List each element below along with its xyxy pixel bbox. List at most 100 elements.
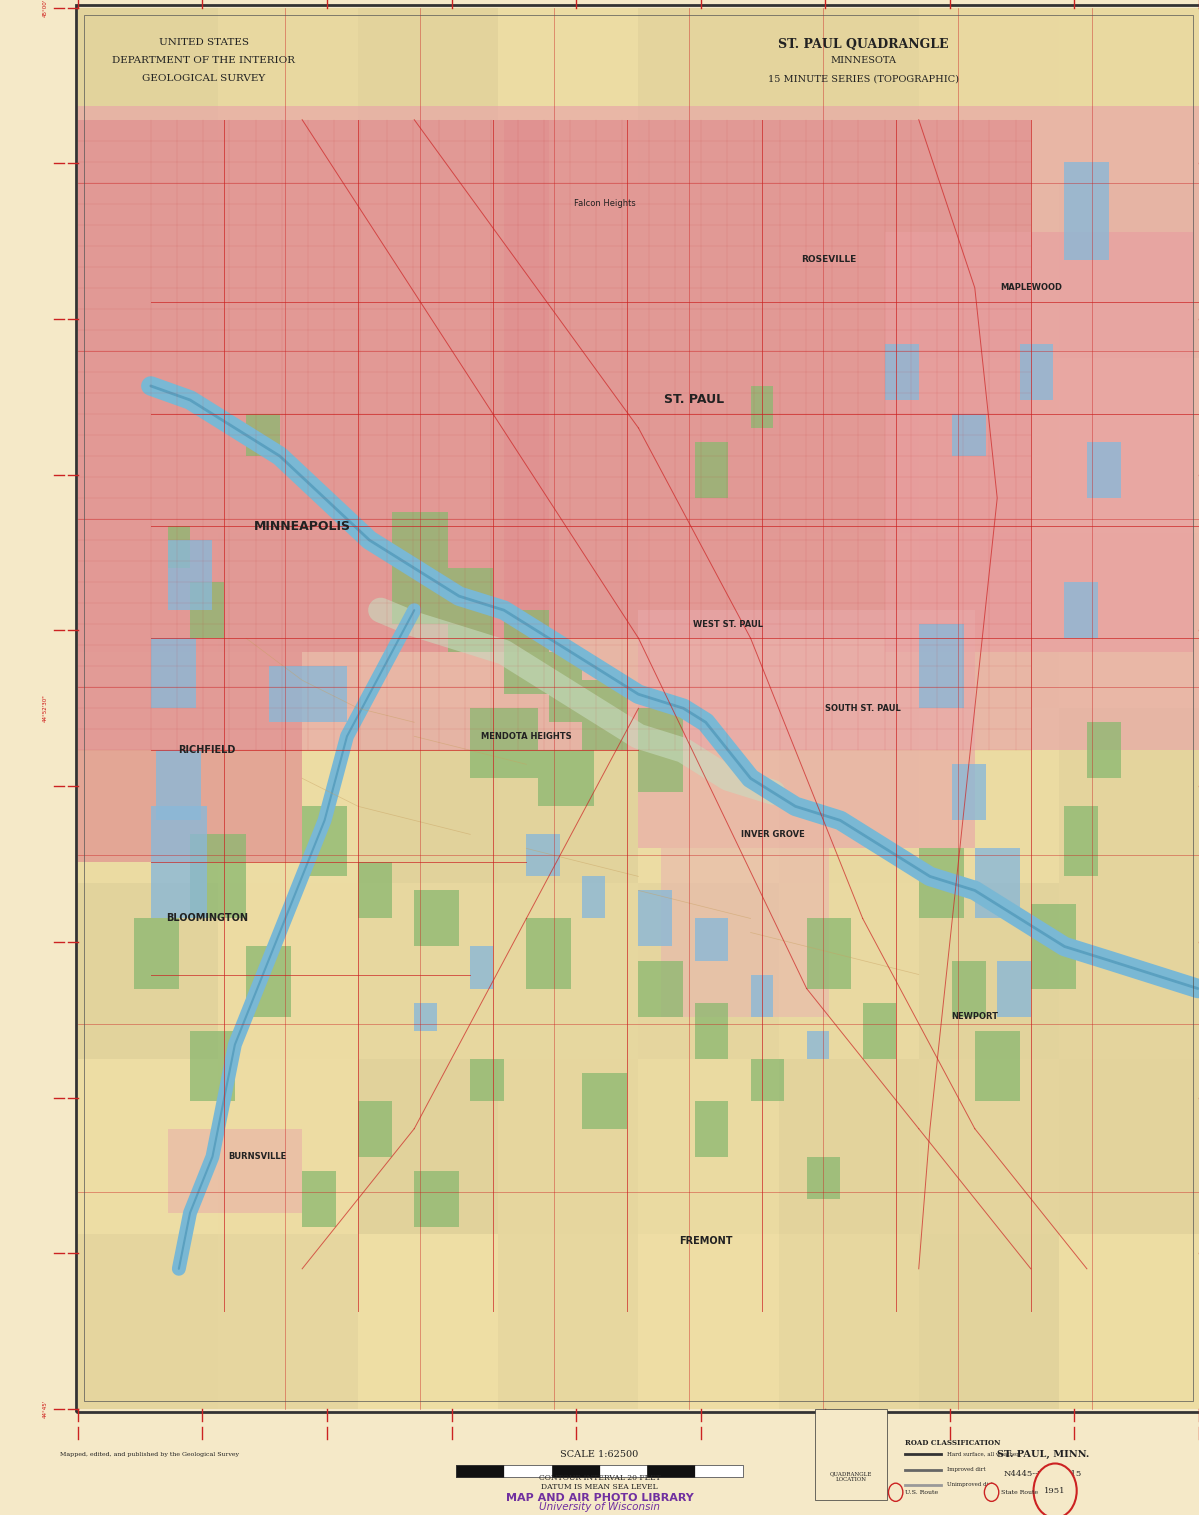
Bar [168, 539, 212, 611]
Bar [78, 1233, 218, 1409]
Bar [359, 1233, 499, 1409]
Bar [918, 883, 1059, 1059]
Bar [638, 8, 778, 183]
Bar [918, 358, 1059, 533]
Bar [638, 708, 683, 792]
Bar [647, 1465, 695, 1477]
Bar [470, 1059, 504, 1100]
Bar [168, 526, 189, 568]
Bar [918, 848, 964, 918]
Bar [1059, 883, 1199, 1059]
Bar [359, 708, 499, 883]
Bar [863, 1003, 897, 1059]
Bar [191, 1030, 235, 1100]
Bar [134, 918, 179, 988]
Bar [156, 750, 201, 821]
Bar [359, 883, 499, 1059]
Bar [638, 961, 683, 1017]
Text: SCALE 1:62500: SCALE 1:62500 [560, 1450, 639, 1459]
Text: State Route: State Route [1001, 1489, 1038, 1495]
Bar [918, 183, 1059, 358]
Bar [151, 638, 195, 709]
Text: Hard surface, all weather: Hard surface, all weather [947, 1451, 1019, 1457]
Bar [918, 533, 1059, 709]
Text: SOUTH ST. PAUL: SOUTH ST. PAUL [825, 704, 900, 712]
Bar [359, 1059, 499, 1233]
Bar [638, 183, 778, 358]
Bar [1065, 162, 1109, 261]
Circle shape [1034, 1463, 1077, 1515]
Bar [952, 961, 986, 1017]
Text: ST. PAUL QUADRANGLE: ST. PAUL QUADRANGLE [778, 38, 948, 52]
Text: Mapped, edited, and published by the Geological Survey: Mapped, edited, and published by the Geo… [60, 1451, 239, 1457]
Bar [918, 1059, 1059, 1233]
Bar [499, 883, 638, 1059]
Bar [218, 1059, 359, 1233]
Bar [1065, 806, 1098, 876]
Bar [218, 8, 359, 183]
Bar [583, 1073, 627, 1129]
Bar [549, 651, 583, 723]
Bar [1059, 1059, 1199, 1233]
Bar [191, 582, 224, 638]
Bar [499, 183, 638, 358]
Text: Unimproved dirt: Unimproved dirt [947, 1482, 994, 1488]
Bar [499, 8, 638, 183]
Bar [302, 1171, 336, 1227]
Text: RICHFIELD: RICHFIELD [179, 745, 235, 756]
Text: NEWPORT: NEWPORT [951, 1012, 999, 1021]
Bar [778, 883, 918, 1059]
Bar [600, 1465, 647, 1477]
Text: Falcon Heights: Falcon Heights [574, 200, 635, 208]
Bar [815, 1409, 887, 1500]
Bar [526, 918, 571, 988]
Bar [638, 358, 778, 533]
Bar [751, 386, 773, 427]
Text: 44°52'30": 44°52'30" [43, 694, 48, 723]
Text: DEPARTMENT OF THE INTERIOR: DEPARTMENT OF THE INTERIOR [113, 56, 295, 65]
Bar [1059, 8, 1199, 183]
Text: MAPLEWOOD: MAPLEWOOD [1000, 283, 1062, 292]
Text: MAP AND AIR PHOTO LIBRARY: MAP AND AIR PHOTO LIBRARY [506, 1492, 693, 1503]
Bar [302, 806, 347, 876]
Bar [151, 806, 207, 918]
Text: GEOLOGICAL SURVEY: GEOLOGICAL SURVEY [143, 74, 265, 83]
Bar [359, 1100, 392, 1157]
Bar [583, 876, 604, 918]
Text: N4445--W9315/15: N4445--W9315/15 [1004, 1470, 1083, 1479]
Text: ROSEVILLE: ROSEVILLE [801, 256, 856, 264]
Bar [778, 533, 918, 709]
Bar [638, 891, 673, 947]
Text: BLOOMINGTON: BLOOMINGTON [165, 914, 248, 924]
Bar [504, 1465, 552, 1477]
Bar [1019, 344, 1053, 400]
Text: 15 MINUTE SERIES (TOPOGRAPHIC): 15 MINUTE SERIES (TOPOGRAPHIC) [767, 74, 959, 83]
Bar [218, 358, 359, 533]
Bar [1087, 723, 1121, 779]
Bar [499, 708, 638, 883]
Bar [807, 1157, 840, 1198]
Bar [918, 624, 964, 709]
Bar [499, 358, 638, 533]
Text: 45°00': 45°00' [43, 0, 48, 17]
Bar [78, 358, 218, 533]
Bar [504, 611, 549, 694]
Bar [694, 1003, 728, 1059]
Bar [359, 358, 499, 533]
Bar [168, 1129, 302, 1212]
Bar [751, 974, 773, 1017]
Bar [218, 533, 359, 709]
Bar [583, 680, 627, 750]
Circle shape [984, 1483, 999, 1501]
Bar [552, 1465, 600, 1477]
Bar [952, 414, 986, 456]
Text: ROAD CLASSIFICATION: ROAD CLASSIFICATION [905, 1439, 1001, 1447]
Bar [1065, 582, 1098, 638]
Bar [537, 750, 594, 806]
Bar [499, 1233, 638, 1409]
Bar [269, 667, 347, 723]
Bar [918, 708, 1059, 883]
Bar [918, 8, 1059, 183]
Bar [638, 1059, 778, 1233]
Bar [218, 708, 359, 883]
